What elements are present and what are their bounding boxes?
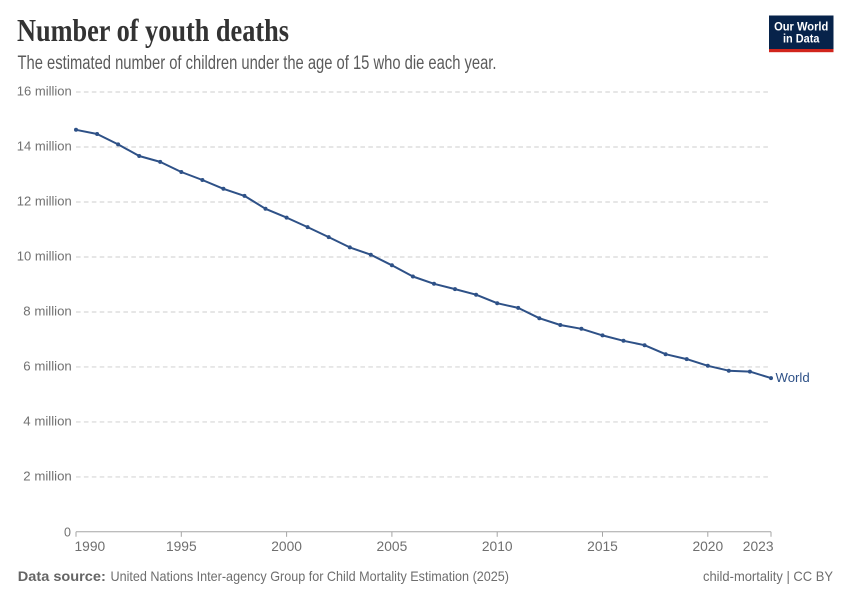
svg-text:6 million: 6 million [23, 360, 72, 374]
svg-text:1990: 1990 [75, 539, 106, 554]
svg-text:2000: 2000 [271, 539, 302, 554]
svg-text:14 million: 14 million [17, 140, 72, 154]
svg-text:Data source:: Data source: [18, 569, 106, 584]
svg-text:2005: 2005 [377, 539, 408, 554]
svg-text:child-mortality | CC BY: child-mortality | CC BY [703, 569, 833, 584]
svg-text:2023: 2023 [743, 539, 774, 554]
svg-text:2 million: 2 million [23, 470, 72, 484]
svg-text:2015: 2015 [587, 539, 618, 554]
svg-text:1995: 1995 [166, 539, 197, 554]
svg-text:0: 0 [64, 525, 71, 539]
svg-text:Number of youth deaths: Number of youth deaths [17, 13, 289, 48]
svg-text:16 million: 16 million [17, 85, 72, 99]
svg-text:10 million: 10 million [17, 250, 72, 264]
svg-text:The estimated number of childr: The estimated number of children under t… [18, 53, 497, 74]
svg-text:8 million: 8 million [23, 305, 72, 319]
svg-text:in Data: in Data [783, 32, 820, 46]
svg-text:2010: 2010 [482, 539, 513, 554]
svg-text:4 million: 4 million [23, 415, 72, 429]
svg-text:Our World: Our World [774, 20, 828, 34]
svg-text:2020: 2020 [692, 539, 723, 554]
svg-text:12 million: 12 million [17, 195, 72, 209]
svg-text:United Nations Inter-agency Gr: United Nations Inter-agency Group for Ch… [111, 569, 510, 584]
svg-text:World: World [776, 370, 810, 385]
